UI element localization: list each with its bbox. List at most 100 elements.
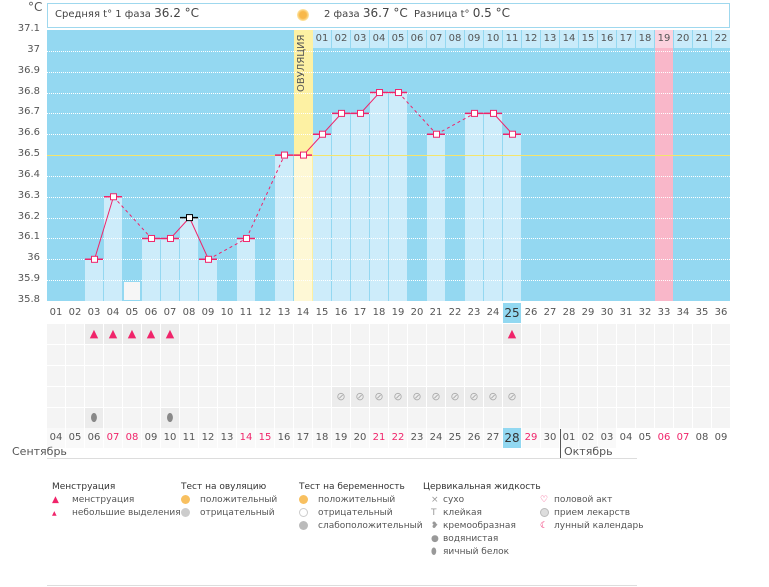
medication-cell[interactable]: ⊘: [408, 387, 426, 407]
grid-cell[interactable]: [617, 408, 635, 428]
temperature-point[interactable]: [186, 214, 193, 222]
calendar-date[interactable]: 10: [161, 428, 179, 448]
calendar-date[interactable]: 16: [275, 428, 293, 448]
grid-cell[interactable]: [560, 408, 578, 428]
temperature-point[interactable]: [509, 130, 516, 138]
temperature-point[interactable]: [471, 109, 478, 117]
grid-cell[interactable]: [674, 345, 692, 365]
temperature-point[interactable]: [300, 151, 307, 159]
grid-cell[interactable]: [66, 387, 84, 407]
grid-cell[interactable]: [332, 324, 350, 344]
temperature-point[interactable]: [205, 255, 212, 263]
grid-cell[interactable]: [636, 387, 654, 407]
calendar-date[interactable]: 29: [522, 428, 540, 448]
grid-cell[interactable]: [256, 387, 274, 407]
calendar-date[interactable]: 27: [484, 428, 502, 448]
grid-cell[interactable]: [370, 408, 388, 428]
grid-cell[interactable]: [446, 345, 464, 365]
grid-cell[interactable]: [541, 387, 559, 407]
grid-cell[interactable]: [85, 366, 103, 386]
grid-cell[interactable]: [636, 345, 654, 365]
grid-cell[interactable]: [427, 408, 445, 428]
grid-cell[interactable]: [294, 366, 312, 386]
grid-cell[interactable]: [484, 408, 502, 428]
grid-cell[interactable]: [351, 366, 369, 386]
grid-cell[interactable]: [693, 366, 711, 386]
grid-cell[interactable]: [674, 408, 692, 428]
grid-cell[interactable]: [617, 324, 635, 344]
grid-cell[interactable]: [427, 345, 445, 365]
grid-cell[interactable]: [560, 366, 578, 386]
grid-cell[interactable]: [598, 387, 616, 407]
grid-cell[interactable]: [636, 366, 654, 386]
grid-cell[interactable]: [712, 345, 730, 365]
calendar-date[interactable]: 25: [446, 428, 464, 448]
grid-cell[interactable]: [332, 345, 350, 365]
medication-cell[interactable]: ⊘: [389, 387, 407, 407]
egg-white-cell[interactable]: ⬮: [85, 408, 103, 428]
grid-cell[interactable]: [389, 366, 407, 386]
menstruation-cell[interactable]: ▲: [161, 324, 179, 344]
medication-cell[interactable]: ⊘: [446, 387, 464, 407]
calendar-date[interactable]: 09: [142, 428, 160, 448]
calendar-date[interactable]: 08: [695, 432, 709, 443]
temperature-point[interactable]: [243, 234, 250, 242]
calendar-date[interactable]: 04: [619, 432, 633, 443]
temperature-point[interactable]: [338, 109, 345, 117]
grid-cell[interactable]: [199, 324, 217, 344]
grid-cell[interactable]: [351, 408, 369, 428]
grid-cell[interactable]: [218, 324, 236, 344]
grid-cell[interactable]: [47, 366, 65, 386]
grid-cell[interactable]: [237, 345, 255, 365]
grid-cell[interactable]: [180, 387, 198, 407]
menstruation-cell[interactable]: ▲: [104, 324, 122, 344]
grid-cell[interactable]: [617, 366, 635, 386]
calendar-date[interactable]: 12: [199, 428, 217, 448]
grid-cell[interactable]: [389, 408, 407, 428]
grid-cell[interactable]: [104, 408, 122, 428]
grid-cell[interactable]: [598, 324, 616, 344]
grid-cell[interactable]: [66, 366, 84, 386]
grid-cell[interactable]: [47, 324, 65, 344]
grid-cell[interactable]: [522, 345, 540, 365]
grid-cell[interactable]: [579, 387, 597, 407]
grid-cell[interactable]: [294, 387, 312, 407]
grid-cell[interactable]: [408, 345, 426, 365]
grid-cell[interactable]: [66, 345, 84, 365]
grid-cell[interactable]: [161, 387, 179, 407]
grid-cell[interactable]: [617, 345, 635, 365]
grid-cell[interactable]: [617, 387, 635, 407]
calendar-date[interactable]: 23: [408, 428, 426, 448]
grid-cell[interactable]: [237, 366, 255, 386]
grid-cell[interactable]: [313, 387, 331, 407]
calendar-date[interactable]: 08: [123, 428, 141, 448]
medication-cell[interactable]: ⊘: [503, 387, 521, 407]
grid-cell[interactable]: [484, 366, 502, 386]
grid-cell[interactable]: [313, 324, 331, 344]
grid-cell[interactable]: [199, 387, 217, 407]
calendar-date[interactable]: 18: [313, 428, 331, 448]
grid-cell[interactable]: [256, 408, 274, 428]
grid-cell[interactable]: [218, 387, 236, 407]
grid-cell[interactable]: [161, 366, 179, 386]
calendar-date[interactable]: 13: [218, 428, 236, 448]
grid-cell[interactable]: [275, 408, 293, 428]
grid-cell[interactable]: [142, 387, 160, 407]
grid-cell[interactable]: [313, 345, 331, 365]
grid-cell[interactable]: [465, 408, 483, 428]
calendar-date[interactable]: 26: [465, 428, 483, 448]
menstruation-cell[interactable]: ▲: [85, 324, 103, 344]
grid-cell[interactable]: [522, 408, 540, 428]
grid-cell[interactable]: [313, 408, 331, 428]
grid-cell[interactable]: [218, 345, 236, 365]
grid-cell[interactable]: [218, 408, 236, 428]
medication-cell[interactable]: ⊘: [332, 387, 350, 407]
calendar-date[interactable]: 22: [389, 428, 407, 448]
grid-cell[interactable]: [294, 324, 312, 344]
grid-cell[interactable]: [142, 345, 160, 365]
calendar-date[interactable]: 30: [541, 428, 559, 448]
grid-cell[interactable]: [408, 408, 426, 428]
calendar-date[interactable]: 19: [332, 428, 350, 448]
grid-cell[interactable]: [655, 366, 673, 386]
grid-cell[interactable]: [446, 366, 464, 386]
